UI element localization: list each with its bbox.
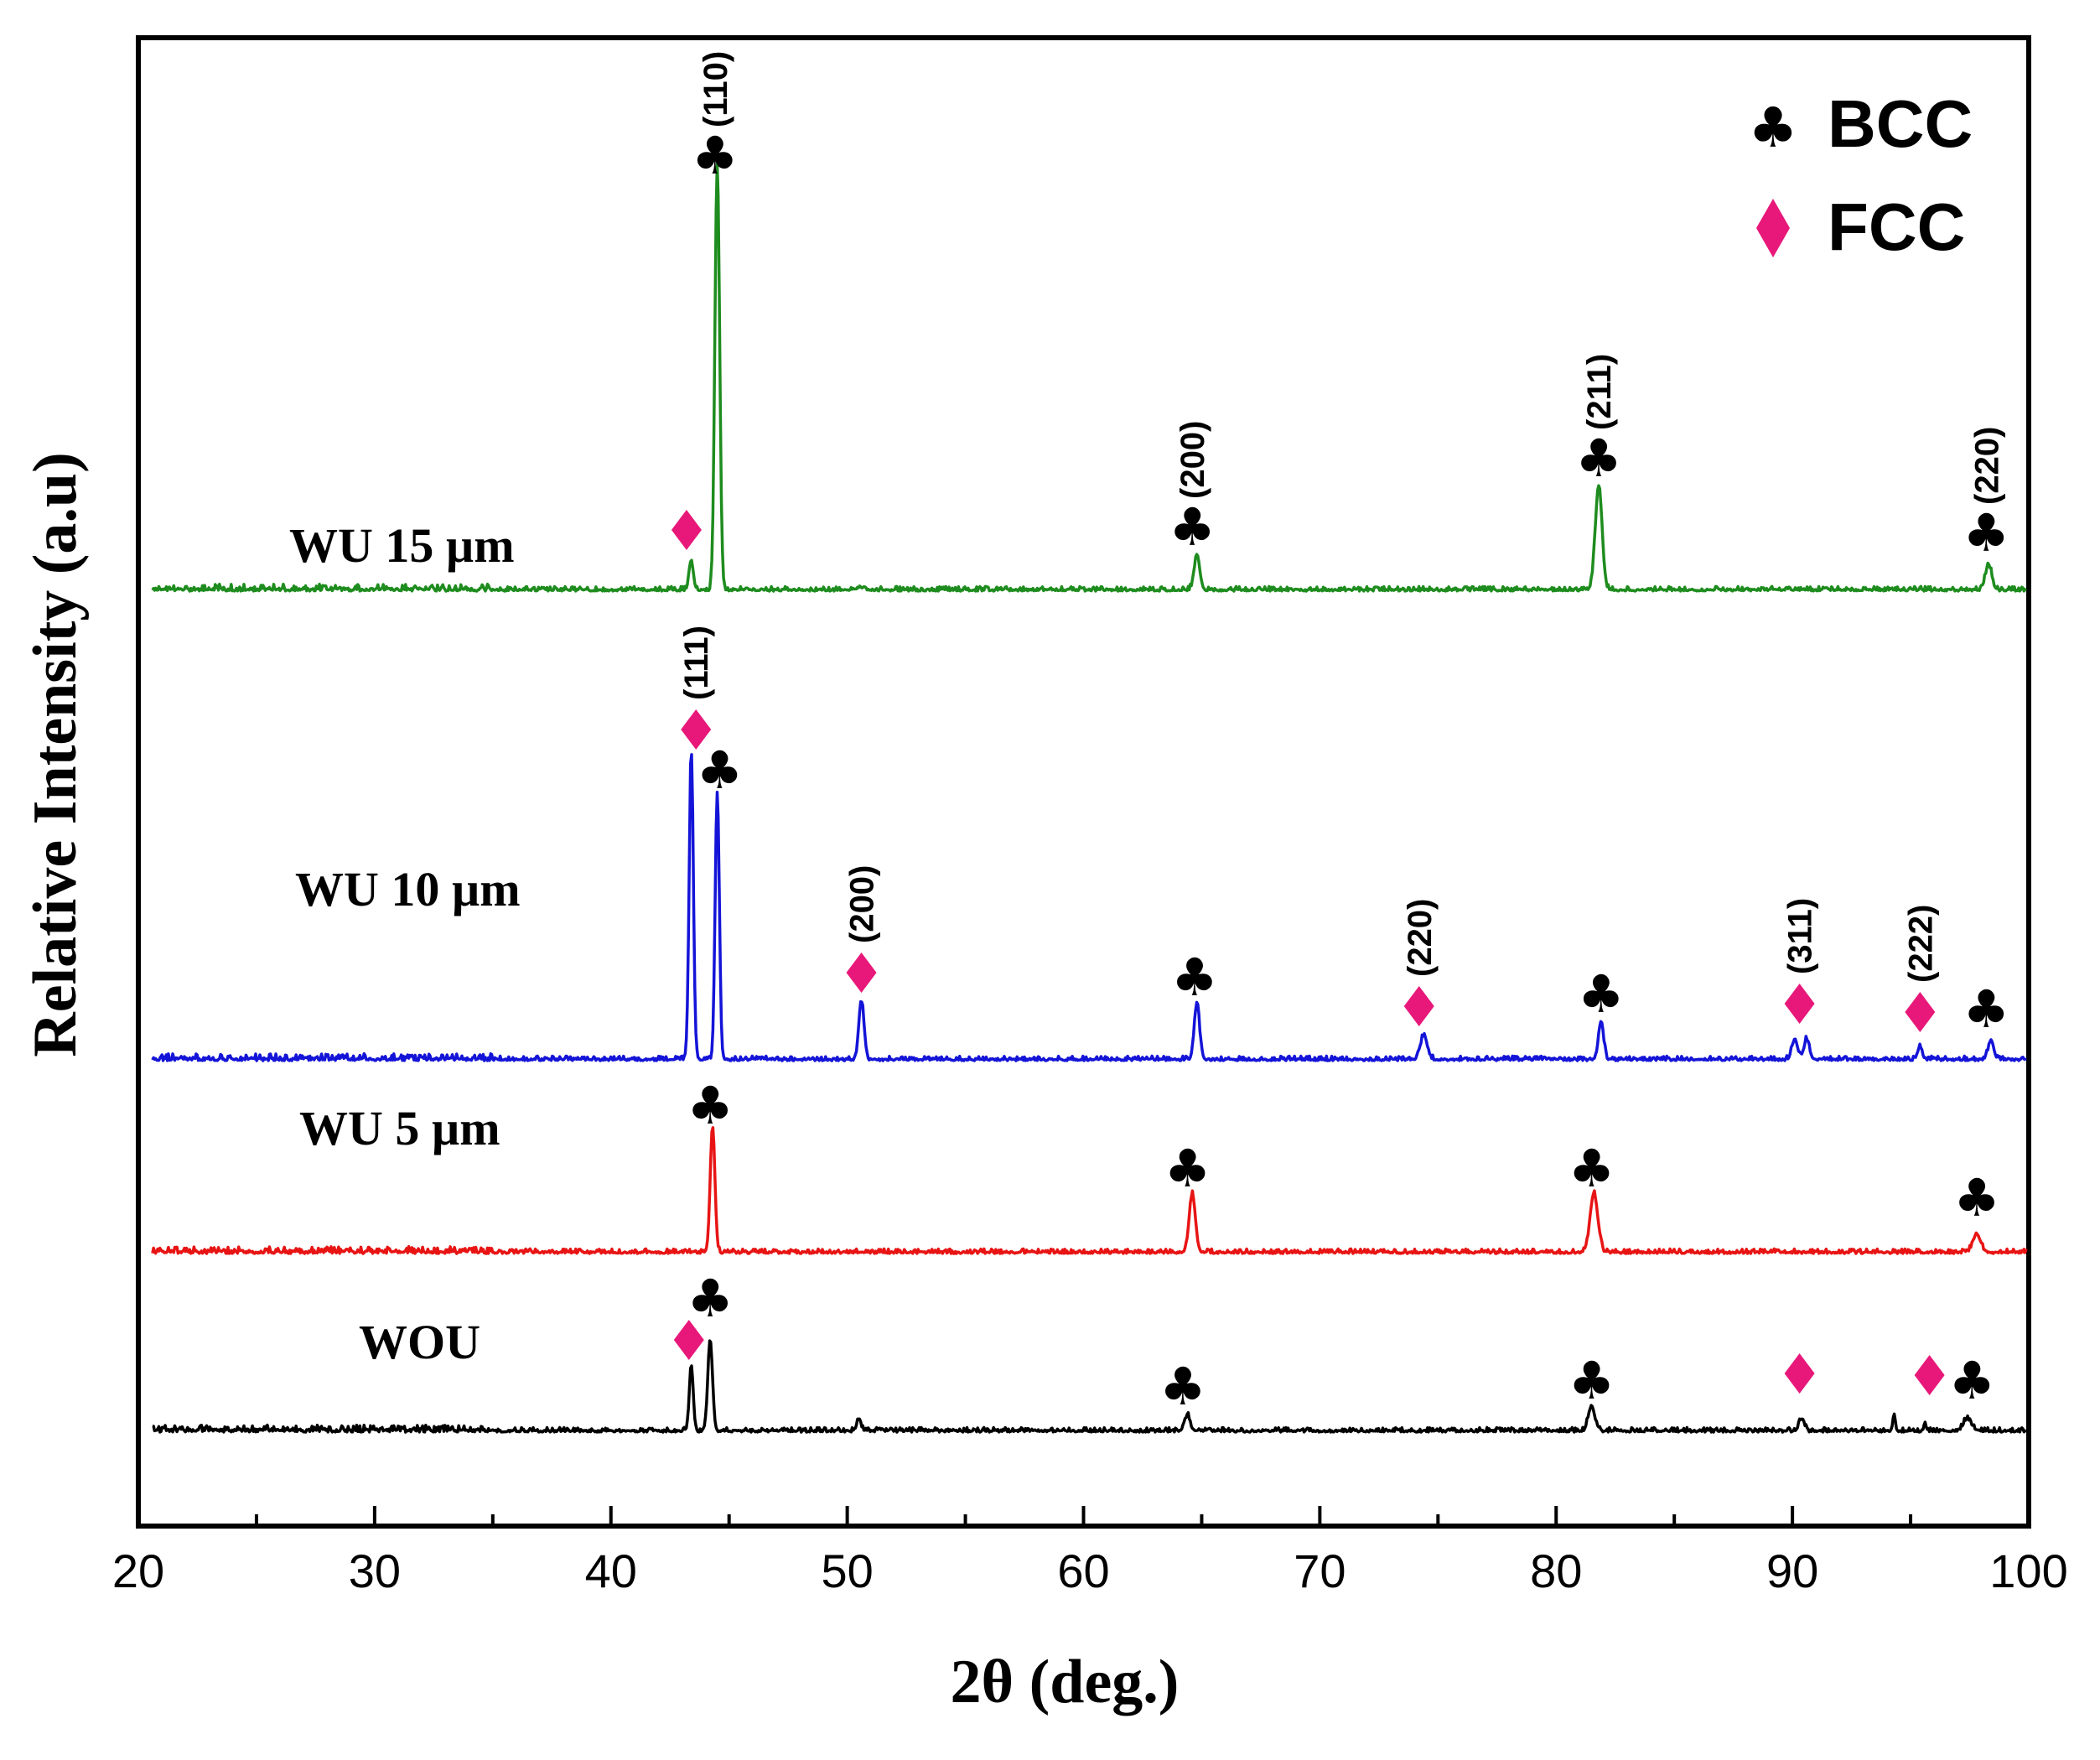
bcc-club-marker: ♣ [687,1268,734,1329]
series-label-wu15: WU 15 µm [289,518,515,573]
fcc-diamond-marker [671,510,702,550]
bcc-club-marker: ♣ [1569,1138,1615,1199]
bcc-club-marker: ♣ [1963,979,2009,1040]
bcc-club-marker: ♣ [1159,1356,1206,1417]
hkl-label: (111) [678,626,715,700]
x-tick-label: 30 [349,1545,401,1597]
plot-frame [136,35,2031,1529]
x-tick-label: 70 [1294,1545,1346,1597]
bcc-club-marker: ♣ [687,1075,734,1136]
hkl-label: (200) [1174,421,1211,499]
series-layer [151,162,2028,1434]
hkl-label: (110) [697,51,734,127]
x-tick-label: 90 [1766,1545,1818,1597]
x-tick-label: 40 [585,1545,637,1597]
series-line-wou [152,1339,2027,1434]
fcc-diamond-marker [681,709,712,750]
legend-bcc-label: BCC [1828,86,1973,161]
fcc-diamond-marker [1784,1353,1815,1394]
series-label-wu5: WU 5 µm [299,1101,500,1155]
x-tick-label: 20 [112,1545,164,1597]
bcc-club-marker: ♣ [1575,428,1622,489]
series-line-wu-5-m [151,1126,2028,1255]
x-tick-label: 80 [1530,1545,1582,1597]
bcc-club-marker: ♣ [1171,947,1218,1008]
fcc-diamond-marker [1905,992,1936,1032]
bcc-club-marker: ♣ [1578,963,1625,1025]
fcc-diamond-marker [673,1320,704,1360]
series-label-wu10: WU 10 µm [295,862,521,916]
bcc-club-marker: ♣ [1963,502,2009,563]
x-axis-title: 2θ (deg.) [951,1648,1180,1716]
hkl-label: (200) [844,865,881,943]
bcc-club-marker: ♣ [692,125,739,186]
bcc-club-marker: ♣ [1164,1138,1211,1199]
legend: ♣ BCC FCC [1748,86,1973,264]
y-axis-title: Relative Intensity (a.u) [21,452,90,1057]
legend-bcc-club-icon: ♣ [1748,96,1797,160]
x-tick-label: 60 [1057,1545,1109,1597]
legend-fcc-label: FCC [1828,189,1965,264]
bcc-club-marker: ♣ [1949,1350,1996,1411]
x-axis-ticks [254,1506,1913,1526]
bcc-club-marker: ♣ [1569,1350,1615,1411]
x-tick-label: 50 [821,1545,873,1597]
x-tick-label: 100 [1989,1545,2067,1597]
hkl-label: (211) [1581,354,1618,430]
series-label-wou: WOU [359,1315,480,1369]
marker-layer: ♣(110)♣(200) ♣(211)♣(220)(111)♣(200)♣(220… [671,51,2009,1417]
fcc-diamond-marker [1784,984,1815,1024]
fcc-diamond-marker [1403,986,1434,1026]
bcc-club-marker: ♣ [1953,1167,2000,1228]
legend-fcc-diamond-icon [1756,199,1790,257]
series-line-wu-15-m [151,162,2027,593]
hkl-label: (220) [1402,899,1439,977]
fcc-diamond-marker [846,953,877,993]
x-axis-tick-labels: 20 30 40 50 60 70 80 90 100 [112,1545,2068,1597]
hkl-label: (311) [1782,898,1819,974]
bcc-club-marker: ♣ [1169,496,1216,558]
hkl-label: (220) [1968,427,2005,505]
fcc-diamond-marker [1914,1355,1945,1395]
series-line-wu-10-m [151,753,2027,1062]
bcc-club-marker: ♣ [697,740,744,801]
hkl-label: (222) [1902,905,1939,983]
